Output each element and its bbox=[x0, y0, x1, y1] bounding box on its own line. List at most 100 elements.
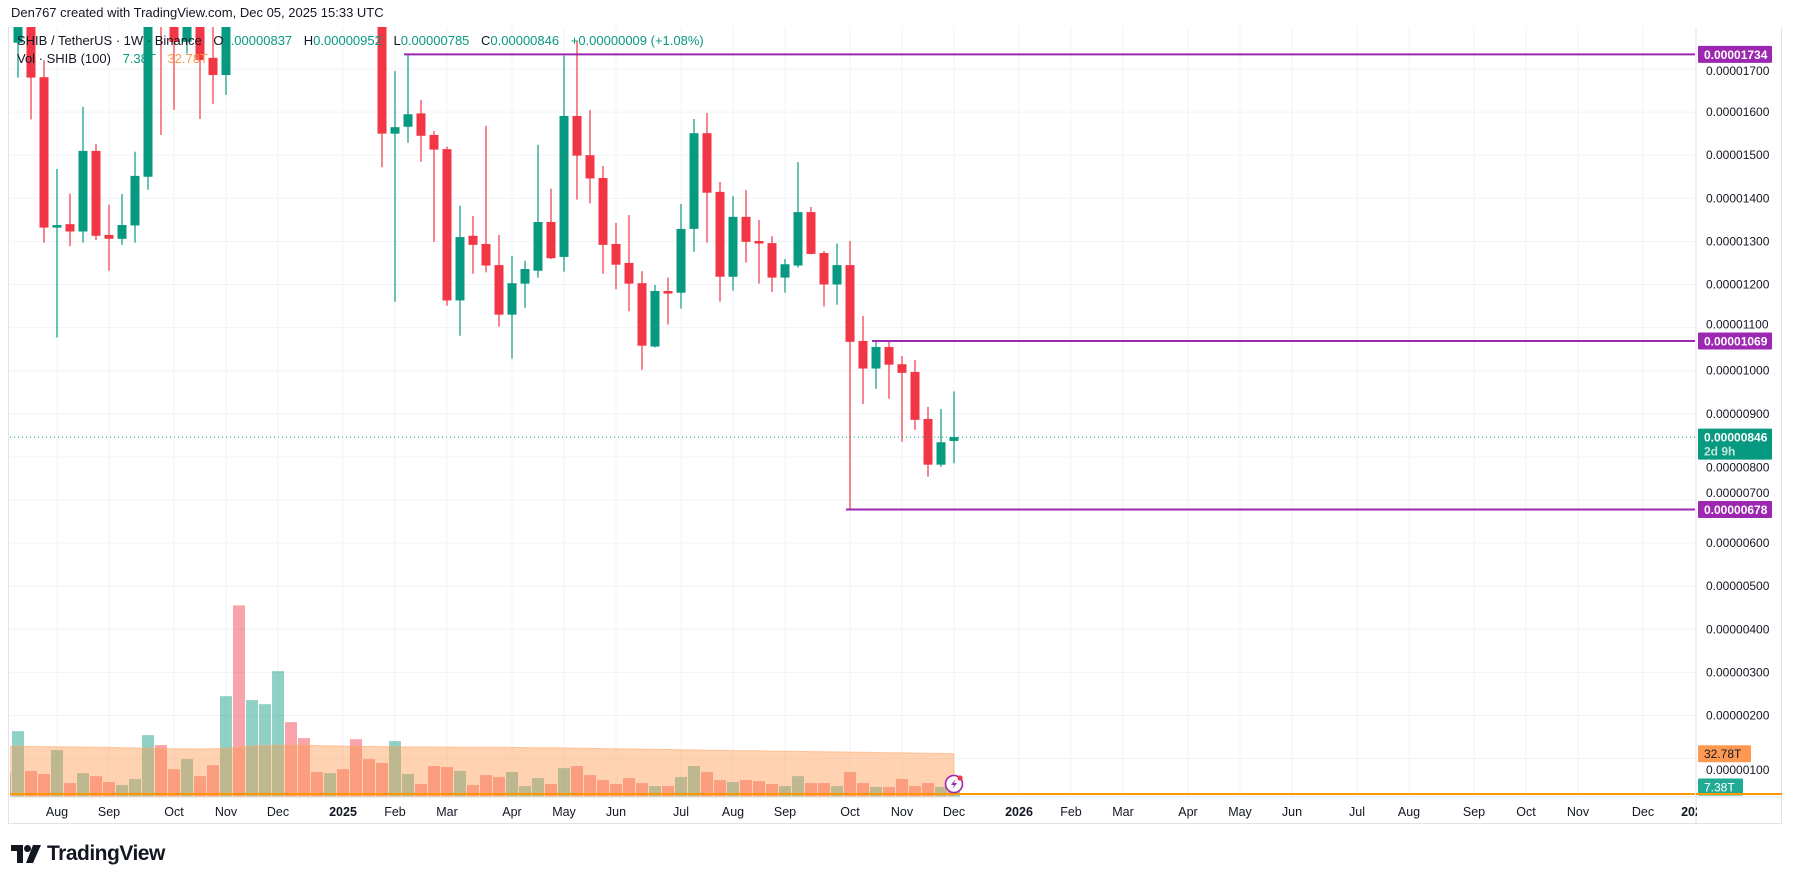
candle[interactable] bbox=[39, 60, 49, 243]
candle-body bbox=[715, 191, 725, 277]
candle[interactable] bbox=[624, 215, 634, 312]
alert-lightning-icon[interactable] bbox=[944, 774, 964, 794]
legend-symbol[interactable]: SHIB / TetherUS · 1W · Binance bbox=[17, 33, 202, 48]
candle[interactable] bbox=[884, 340, 894, 399]
candle-body bbox=[78, 150, 88, 232]
candle[interactable] bbox=[949, 391, 959, 464]
candle[interactable] bbox=[481, 125, 491, 273]
candle[interactable] bbox=[157, 0, 166, 135]
candle[interactable] bbox=[611, 222, 621, 290]
candle[interactable] bbox=[793, 162, 803, 268]
candle[interactable] bbox=[221, 0, 231, 95]
candle[interactable] bbox=[598, 165, 608, 274]
candle-body bbox=[507, 283, 517, 315]
candle[interactable] bbox=[754, 219, 764, 284]
price-tick-label: 0.00001500 bbox=[1706, 148, 1770, 162]
candle[interactable] bbox=[1, 0, 10, 135]
candle[interactable] bbox=[806, 206, 816, 255]
candle[interactable] bbox=[117, 193, 127, 245]
candle[interactable] bbox=[780, 259, 790, 293]
time-tick-label: Nov bbox=[891, 805, 914, 819]
level-price-label-background bbox=[1698, 332, 1772, 350]
candle[interactable] bbox=[130, 151, 140, 243]
candle-body bbox=[117, 225, 127, 239]
candle[interactable] bbox=[663, 277, 673, 325]
candle-body bbox=[884, 346, 894, 365]
time-tick-label: Aug bbox=[722, 805, 744, 819]
tradingview-logo[interactable]: TradingView bbox=[11, 842, 165, 866]
candle[interactable] bbox=[494, 234, 504, 327]
candle[interactable] bbox=[52, 168, 62, 338]
candle[interactable] bbox=[390, 71, 400, 302]
chart-credit: Den767 created with TradingView.com, Dec… bbox=[11, 5, 384, 20]
horizontal-levels[interactable] bbox=[404, 53, 1695, 511]
candle[interactable] bbox=[819, 250, 829, 307]
candle[interactable] bbox=[572, 40, 582, 200]
candle[interactable] bbox=[208, 4, 218, 104]
candle[interactable] bbox=[13, 0, 23, 78]
price-axis[interactable]: 0.00001700 0.00001600 0.00001500 0.00001400… bbox=[1706, 64, 1770, 777]
volume-bar bbox=[883, 787, 895, 797]
candle[interactable] bbox=[741, 190, 751, 263]
candle-body bbox=[871, 346, 881, 369]
candle[interactable] bbox=[897, 356, 907, 442]
time-axis[interactable]: Aug Sep Oct Nov Dec 2025 Feb Mar Apr May Jun Jul Aug… bbox=[46, 805, 1709, 819]
candle[interactable] bbox=[169, 0, 179, 110]
candle[interactable] bbox=[455, 205, 465, 336]
candle[interactable] bbox=[845, 240, 855, 510]
candle[interactable] bbox=[923, 406, 933, 477]
volume-bar bbox=[909, 786, 921, 797]
candle[interactable] bbox=[520, 260, 530, 308]
candle[interactable] bbox=[689, 118, 699, 252]
time-tick-label: Oct bbox=[164, 805, 184, 819]
candle[interactable] bbox=[832, 243, 842, 305]
candle[interactable] bbox=[195, 0, 205, 119]
candle[interactable] bbox=[442, 146, 452, 306]
candle[interactable] bbox=[65, 193, 75, 247]
volume-bar bbox=[233, 605, 245, 797]
volume-bar bbox=[753, 781, 765, 797]
candle[interactable] bbox=[26, 0, 36, 120]
candle[interactable] bbox=[702, 112, 712, 243]
volume-bar bbox=[90, 776, 102, 797]
candle-body bbox=[611, 243, 621, 265]
candle[interactable] bbox=[871, 340, 881, 389]
time-tick-label: Mar bbox=[1112, 805, 1134, 819]
candle[interactable] bbox=[429, 131, 439, 242]
volume-bar bbox=[701, 772, 713, 797]
candle[interactable] bbox=[91, 143, 101, 241]
candle[interactable] bbox=[910, 359, 920, 430]
candle-body bbox=[728, 216, 738, 277]
legend-volume-title[interactable]: Vol · SHIB (100) bbox=[17, 51, 111, 66]
candle-body bbox=[39, 77, 49, 228]
candle[interactable] bbox=[377, 0, 387, 168]
candle[interactable] bbox=[104, 204, 114, 271]
candle[interactable] bbox=[507, 256, 517, 359]
candle[interactable] bbox=[637, 271, 647, 370]
candle[interactable] bbox=[78, 106, 88, 243]
candle[interactable] bbox=[715, 181, 725, 302]
candle-body bbox=[598, 178, 608, 245]
candle[interactable] bbox=[143, 0, 153, 190]
candle[interactable] bbox=[728, 196, 738, 291]
candle[interactable] bbox=[533, 144, 543, 278]
price-tick-label: 0.00001700 bbox=[1706, 64, 1770, 78]
candle[interactable] bbox=[767, 236, 777, 292]
candle[interactable] bbox=[676, 203, 686, 309]
candle[interactable] bbox=[559, 55, 569, 272]
candle[interactable] bbox=[650, 284, 660, 348]
candle[interactable] bbox=[936, 409, 946, 467]
price-axis-labels: 0.00001734 0.00001069 0.00000678 0.00000846… bbox=[1696, 45, 1782, 796]
candle[interactable] bbox=[416, 100, 426, 162]
candle[interactable] bbox=[858, 315, 868, 404]
volume-bar bbox=[571, 766, 583, 797]
candle[interactable] bbox=[468, 215, 478, 274]
candle[interactable] bbox=[182, 0, 192, 54]
candle[interactable] bbox=[546, 188, 556, 260]
candle-body bbox=[390, 127, 400, 134]
candle[interactable] bbox=[585, 109, 595, 204]
volume-value-label: 7.38T bbox=[1698, 778, 1743, 796]
candle[interactable] bbox=[403, 53, 413, 143]
candle-body bbox=[676, 228, 686, 293]
